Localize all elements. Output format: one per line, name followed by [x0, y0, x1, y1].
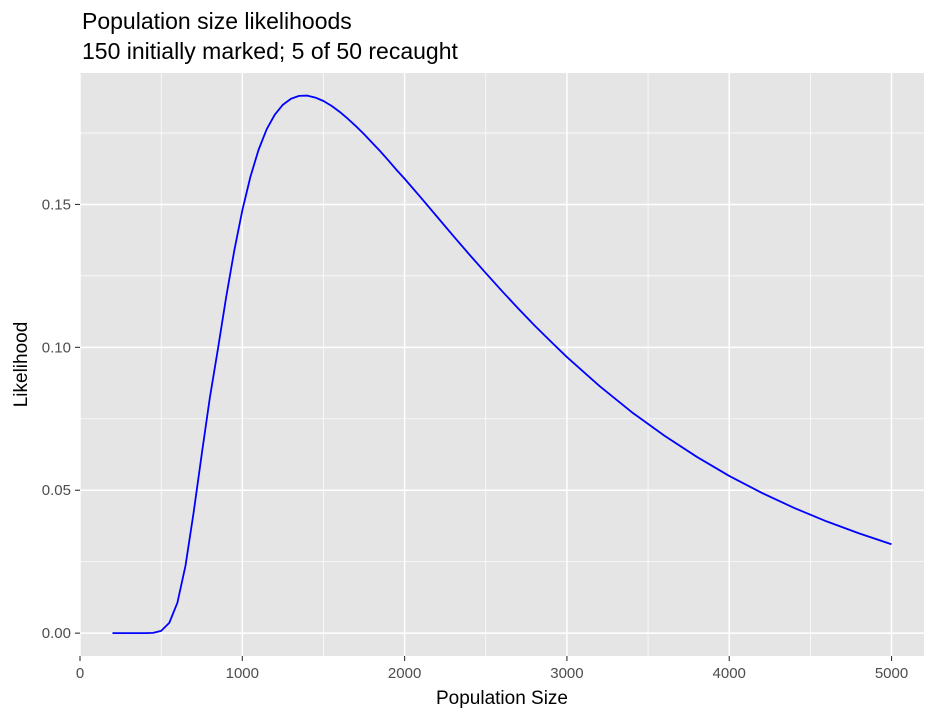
y-tick-label: 0.00	[42, 625, 71, 642]
x-tick-label: 5000	[875, 665, 908, 682]
likelihood-line	[112, 94, 892, 635]
x-axis-title: Population Size	[436, 688, 568, 709]
y-tick-label: 0.10	[42, 339, 71, 356]
x-tick-label: 2000	[388, 665, 421, 682]
grid-lines	[79, 73, 924, 656]
y-tick-label: 0.15	[42, 196, 71, 213]
chart-subtitle: 150 initially marked; 5 of 50 recaught	[82, 38, 458, 64]
y-axis: 0.00 0.05 0.10 0.15	[42, 196, 80, 642]
x-axis: 0 1000 2000 3000 4000 5000	[76, 656, 908, 682]
y-tick-label: 0.05	[42, 482, 71, 499]
x-tick-label: 0	[76, 665, 84, 682]
x-tick-label: 4000	[713, 665, 746, 682]
y-axis-title: Likelihood	[11, 322, 32, 408]
x-tick-label: 3000	[550, 665, 583, 682]
plot-panel	[80, 73, 924, 656]
series-lines	[112, 94, 892, 635]
x-tick-label: 1000	[226, 665, 259, 682]
chart-title: Population size likelihoods	[82, 8, 352, 34]
